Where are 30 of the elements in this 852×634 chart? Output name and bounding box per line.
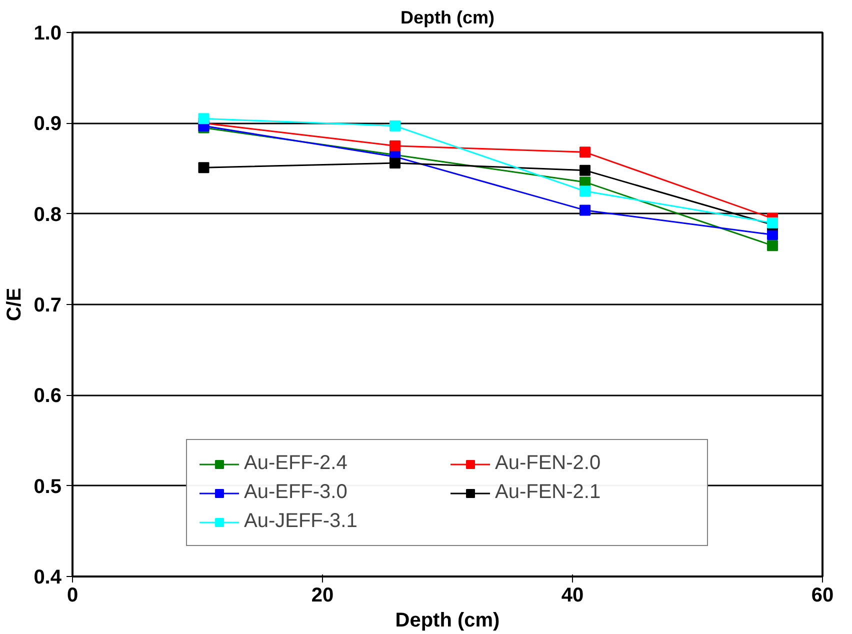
chart-title: Depth (cm): [400, 8, 495, 28]
y-tick-label: 0.7: [34, 294, 62, 316]
point: [390, 158, 400, 169]
x-tick-label: 40: [561, 584, 584, 606]
y-tick-label: 0.8: [34, 204, 62, 226]
y-tick-label: 1.0: [34, 22, 62, 44]
y-tick-label: 0.6: [34, 385, 62, 408]
x-tick-label: 60: [811, 584, 834, 606]
point: [580, 164, 590, 176]
y-axis-title: C/E: [4, 288, 26, 322]
legend-label: Au-EFF-2.4: [244, 452, 348, 475]
point: [580, 186, 590, 197]
legend-label: Au-JEFF-3.1: [244, 510, 358, 533]
x-axis-title: Depth (cm): [395, 610, 500, 632]
x-tick-label: 0: [66, 584, 78, 606]
legend-label: Au-FEN-2.0: [495, 452, 602, 475]
point: [767, 240, 778, 252]
point: [198, 113, 210, 124]
point: [767, 229, 778, 240]
y-tick-label: 0.9: [34, 113, 62, 136]
point: [390, 120, 400, 132]
point: [198, 162, 210, 174]
y-tick-label: 0.4: [34, 566, 62, 588]
x-tick-label: 20: [311, 584, 334, 606]
legend-label: Au-EFF-3.0: [244, 481, 348, 504]
point: [580, 204, 590, 216]
point: [580, 146, 590, 158]
point: [390, 140, 400, 152]
legend-label: Au-FEN-2.1: [495, 481, 602, 504]
y-tick-label: 0.5: [34, 476, 62, 498]
